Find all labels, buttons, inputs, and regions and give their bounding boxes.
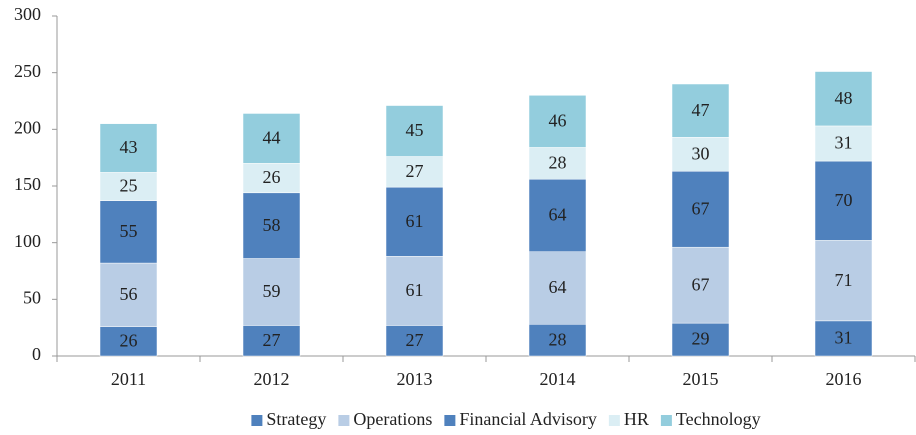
data-label: 48	[835, 88, 853, 108]
legend-label: Financial Advisory	[459, 409, 597, 429]
bar-segment	[528, 251, 587, 325]
bar-segment	[99, 172, 158, 201]
x-tick-label: 2014	[540, 369, 576, 389]
y-tick-label: 150	[14, 174, 41, 194]
legend-label: Operations	[353, 409, 432, 429]
bar-segment	[814, 160, 873, 241]
data-label: 26	[263, 167, 281, 187]
data-label: 70	[835, 190, 853, 210]
data-label: 64	[549, 277, 567, 297]
data-label: 55	[120, 221, 138, 241]
bar-segment	[814, 320, 873, 357]
data-label: 28	[549, 152, 567, 172]
data-label: 67	[692, 274, 710, 294]
bar-segment	[385, 256, 444, 326]
data-label: 25	[120, 176, 138, 196]
bar-segment	[242, 163, 301, 194]
x-tick-label: 2013	[397, 369, 433, 389]
bar-segment	[242, 192, 301, 259]
data-label: 26	[120, 330, 138, 350]
bar-segment	[99, 200, 158, 264]
bar-segment	[385, 156, 444, 188]
legend-swatch	[251, 415, 263, 426]
bar-segment	[528, 324, 587, 357]
y-tick-label: 300	[14, 4, 41, 24]
x-tick-label: 2015	[683, 369, 719, 389]
data-label: 46	[549, 111, 567, 131]
x-tick-label: 2011	[111, 369, 146, 389]
bar-segment	[385, 325, 444, 357]
data-label: 61	[406, 211, 424, 231]
data-label: 67	[692, 198, 710, 218]
data-label: 61	[406, 280, 424, 300]
data-label: 44	[263, 128, 281, 148]
bar-segment	[528, 95, 587, 148]
data-label: 31	[835, 328, 853, 348]
legend-label: Strategy	[266, 409, 326, 429]
data-label: 31	[835, 133, 853, 153]
legend-swatch	[444, 415, 456, 426]
bar-segment	[242, 258, 301, 326]
data-label: 30	[692, 143, 710, 163]
bar-segment	[385, 105, 444, 157]
data-label: 64	[549, 205, 567, 225]
data-label: 27	[263, 330, 281, 350]
data-label: 29	[692, 329, 710, 349]
bar-segment	[671, 171, 730, 248]
x-tick-label: 2012	[254, 369, 290, 389]
data-label: 27	[406, 161, 424, 181]
bar-segment	[99, 123, 158, 173]
bar-segment	[671, 83, 730, 138]
bar-segment	[528, 178, 587, 252]
bar-segment	[99, 326, 158, 357]
data-label: 47	[692, 100, 710, 120]
bar-segment	[814, 125, 873, 162]
y-tick-label: 250	[14, 61, 41, 81]
y-tick-label: 200	[14, 117, 41, 137]
bar-segment	[385, 186, 444, 257]
data-label: 71	[835, 270, 853, 290]
y-tick-label: 0	[32, 344, 41, 364]
y-tick-label: 100	[14, 231, 41, 251]
data-label: 43	[120, 137, 138, 157]
bar-segment	[242, 325, 301, 357]
bar-segment	[671, 322, 730, 357]
bar-segment	[671, 246, 730, 324]
legend-swatch	[338, 415, 350, 426]
data-label: 58	[263, 215, 281, 235]
y-tick-label: 50	[23, 287, 41, 307]
legend: Strategy Operations Financial Advisory HR Te…	[251, 409, 761, 429]
bar-segment	[528, 147, 587, 180]
x-tick-label: 2016	[826, 369, 862, 389]
bar-segment	[99, 262, 158, 327]
legend-label: HR	[624, 409, 649, 429]
data-label: 59	[263, 281, 281, 301]
data-label: 56	[120, 284, 138, 304]
bar-segment	[242, 113, 301, 164]
data-label: 27	[406, 330, 424, 350]
data-label: 28	[549, 329, 567, 349]
bar-segment	[814, 71, 873, 127]
legend-swatch	[660, 415, 672, 426]
legend-label: Technology	[676, 409, 761, 429]
data-label: 45	[406, 120, 424, 140]
legend-swatch	[608, 415, 620, 426]
